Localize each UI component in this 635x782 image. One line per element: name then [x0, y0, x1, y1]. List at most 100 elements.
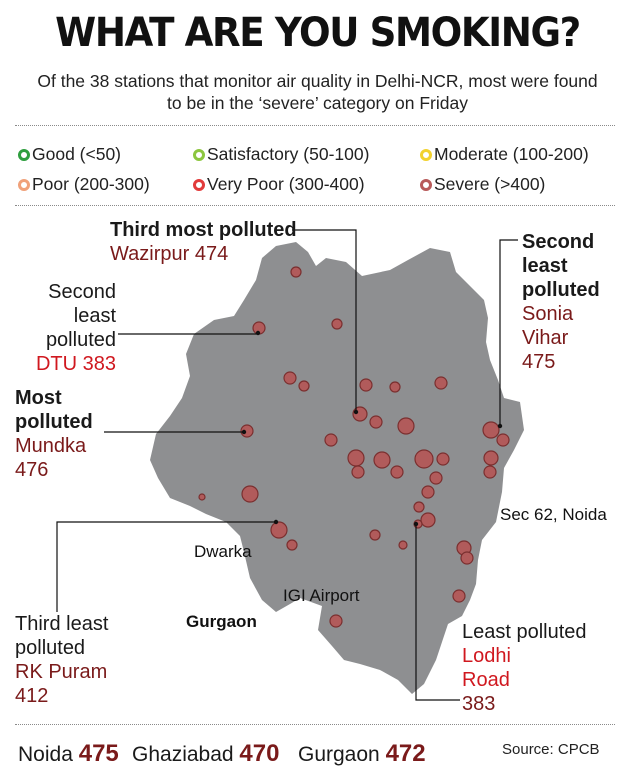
leader-wazirpur-dot: [353, 409, 359, 415]
station-marker: [347, 449, 365, 467]
page-subtitle: Of the 38 stations that monitor air qual…: [37, 71, 598, 113]
legend-swatch-good: [18, 148, 30, 161]
callout-rk-value: 412: [15, 685, 49, 707]
callout-most-name: Mundka: [15, 435, 87, 457]
callout-third-most-heading: Third most polluted: [110, 219, 297, 241]
station-marker: [483, 450, 499, 466]
footer-noida-value: 475: [78, 740, 119, 767]
station-marker: [496, 433, 510, 447]
leader-wazirpur: [292, 229, 357, 412]
footer-gurgaon-value: 472: [385, 740, 426, 767]
place-igi-airport: IGI Airport: [283, 586, 360, 605]
callout-lodhi-value: 383: [462, 693, 496, 715]
callout-rk-line1: Third least: [15, 613, 109, 635]
footer-gurgaon-label: Gurgaon: [298, 743, 380, 766]
callout-lodhi-name1: Lodhi: [462, 645, 511, 667]
callout-second-least-dtu: Second least polluted DTU 383: [28, 280, 116, 376]
station-marker: [414, 449, 434, 469]
footer-noida: Noida 475: [18, 740, 119, 768]
legend-swatch-severe: [420, 178, 432, 191]
delhi-ncr-territory: [150, 242, 524, 694]
station-marker: [369, 415, 383, 429]
source-credit: Source: CPCB: [502, 741, 600, 758]
station-marker: [283, 371, 297, 385]
leader-rk-puram-dot: [273, 519, 279, 525]
legend-label-very-poor: Very Poor (300-400): [207, 174, 365, 194]
footer-ghaziabad: Ghaziabad 470: [132, 740, 279, 768]
callout-most-line1: Most: [15, 387, 62, 409]
legend-label-good: Good (<50): [32, 144, 122, 164]
leader-lodhi-road-dot: [413, 521, 419, 527]
callout-sv-value: 475: [522, 351, 556, 373]
station-marker: [270, 521, 288, 539]
leader-sonia-vihar: [499, 239, 518, 426]
legend-item-satisfactory: Satisfactory (50-100): [193, 144, 369, 165]
footer-gurgaon: Gurgaon 472: [298, 740, 426, 768]
callout-dtu-line1: Second: [48, 281, 116, 303]
leader-lodhi-road: [415, 524, 460, 701]
divider-top: [15, 125, 615, 126]
leader-dtu-dot: [255, 330, 261, 336]
place-gurgaon: Gurgaon: [186, 612, 257, 631]
callout-dtu-value: 383: [82, 353, 116, 375]
callout-most-value: 476: [15, 459, 49, 481]
callout-sv-name1: Sonia: [522, 303, 574, 325]
station-marker: [390, 465, 404, 479]
legend-swatch-satisfactory: [193, 148, 205, 161]
legend-item-moderate: Moderate (100-200): [420, 144, 589, 165]
callout-rk-line2: polluted: [15, 637, 86, 659]
page-title: WHAT ARE YOU SMOKING?: [55, 10, 581, 56]
callout-most-line2: polluted: [15, 411, 93, 433]
station-marker: [421, 485, 435, 499]
callout-dtu-line2: least: [73, 305, 116, 327]
legend-label-severe: Severe (>400): [434, 174, 546, 194]
station-marker: [351, 465, 365, 479]
station-marker: [397, 417, 415, 435]
station-marker: [359, 378, 373, 392]
callout-lodhi-name2: Road: [462, 669, 510, 691]
station-marker: [389, 381, 401, 393]
legend-item-poor: Poor (200-300): [18, 174, 150, 195]
station-marker: [413, 501, 425, 513]
place-sec62-noida: Sec 62, Noida: [500, 505, 607, 524]
station-marker: [324, 433, 338, 447]
station-marker: [429, 471, 443, 485]
legend-label-satisfactory: Satisfactory (50-100): [207, 144, 370, 164]
station-marker: [286, 539, 298, 551]
legend-item-very-poor: Very Poor (300-400): [193, 174, 365, 195]
callout-rk-name: RK Puram: [15, 661, 108, 683]
callout-third-most-value: 474: [194, 243, 229, 265]
station-marker: [329, 614, 343, 628]
footer-ghaziabad-label: Ghaziabad: [132, 743, 234, 766]
callout-third-most-polluted: Third most polluted Wazirpur 474: [110, 218, 297, 266]
station-marker: [452, 589, 466, 603]
station-marker: [482, 421, 500, 439]
station-marker: [398, 540, 408, 550]
station-marker: [373, 451, 391, 469]
station-marker: [290, 266, 302, 278]
divider-bottom: [15, 724, 615, 725]
callout-dtu-line3: polluted: [45, 329, 116, 351]
legend-swatch-very-poor: [193, 178, 205, 191]
legend-item-severe: Severe (>400): [420, 174, 545, 195]
callout-sv-line1: Second: [522, 231, 595, 253]
station-marker: [198, 493, 206, 501]
footer-ghaziabad-value: 470: [239, 740, 280, 767]
callout-leaders: [56, 229, 518, 701]
leader-mundka-dot: [241, 429, 247, 435]
callout-third-least-polluted: Third least polluted RK Puram 412: [15, 612, 108, 708]
callout-dtu-name: DTU: [35, 353, 78, 375]
divider-legend: [15, 205, 615, 206]
leader-sonia-vihar-dot: [497, 423, 503, 429]
legend-item-good: Good (<50): [18, 144, 121, 165]
callout-sv-name2: Vihar: [522, 327, 569, 349]
footer-noida-label: Noida: [18, 743, 73, 766]
legend-label-poor: Poor (200-300): [32, 174, 150, 194]
leader-rk-puram: [56, 521, 276, 612]
place-dwarka: Dwarka: [194, 542, 252, 561]
legend-label-moderate: Moderate (100-200): [434, 144, 589, 164]
callout-third-most-name: Wazirpur: [110, 243, 190, 265]
legend-swatch-poor: [18, 178, 30, 191]
callout-lodhi-heading: Least polluted: [462, 621, 587, 643]
